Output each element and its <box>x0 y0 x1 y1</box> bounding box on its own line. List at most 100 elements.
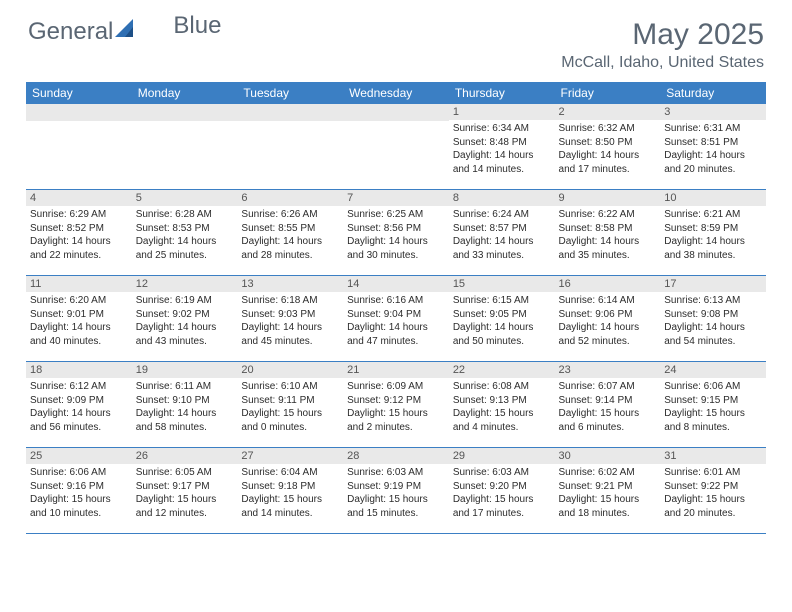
day-number: 25 <box>26 448 132 464</box>
day-number: 26 <box>132 448 238 464</box>
calendar-cell <box>26 104 132 190</box>
day-body: Sunrise: 6:10 AMSunset: 9:11 PMDaylight:… <box>241 380 339 434</box>
calendar-cell: 18 Sunrise: 6:12 AMSunset: 9:09 PMDayligh… <box>26 362 132 448</box>
day-body: Sunrise: 6:18 AMSunset: 9:03 PMDaylight:… <box>241 294 339 348</box>
day-number: 24 <box>660 362 766 378</box>
brand-part2: Blue <box>173 12 221 40</box>
day-body: Sunrise: 6:09 AMSunset: 9:12 PMDaylight:… <box>347 380 445 434</box>
day-body: Sunrise: 6:11 AMSunset: 9:10 PMDaylight:… <box>136 380 234 434</box>
brand-logo: General Blue <box>28 18 221 46</box>
calendar-cell: 25 Sunrise: 6:06 AMSunset: 9:16 PMDayligh… <box>26 448 132 534</box>
brand-sail-icon <box>115 18 139 46</box>
day-number: 13 <box>237 276 343 292</box>
calendar-cell: 30Sunrise: 6:02 AMSunset: 9:21 PMDayligh… <box>555 448 661 534</box>
day-number: 21 <box>343 362 449 378</box>
day-number: 9 <box>555 190 661 206</box>
day-number: 2 <box>555 104 661 120</box>
calendar-cell: 28 Sunrise: 6:03 AMSunset: 9:19 PMDayligh… <box>343 448 449 534</box>
calendar-cell: 22Sunrise: 6:08 AMSunset: 9:13 PMDayligh… <box>449 362 555 448</box>
header: General Blue May 2025 McCall, Idaho, Uni… <box>0 0 792 76</box>
weekday-header: Friday <box>555 82 661 104</box>
day-number: 14 <box>343 276 449 292</box>
calendar-cell: 4 Sunrise: 6:29 AMSunset: 8:52 PMDaylight… <box>26 190 132 276</box>
day-number: 11 <box>26 276 132 292</box>
day-number: 30 <box>555 448 661 464</box>
calendar-table: SundayMondayTuesdayWednesdayThursdayFrid… <box>26 82 766 534</box>
calendar-cell: 16Sunrise: 6:14 AMSunset: 9:06 PMDayligh… <box>555 276 661 362</box>
day-body: Sunrise: 6:01 AMSunset: 9:22 PMDaylight:… <box>664 466 762 520</box>
day-body: Sunrise: 6:12 AMSunset: 9:09 PMDaylight:… <box>30 380 128 434</box>
day-body: Sunrise: 6:22 AMSunset: 8:58 PMDaylight:… <box>559 208 657 262</box>
day-body: Sunrise: 6:15 AMSunset: 9:05 PMDaylight:… <box>453 294 551 348</box>
calendar-cell: 5 Sunrise: 6:28 AMSunset: 8:53 PMDaylight… <box>132 190 238 276</box>
title-block: May 2025 McCall, Idaho, United States <box>561 18 764 72</box>
day-number: 19 <box>132 362 238 378</box>
day-body: Sunrise: 6:21 AMSunset: 8:59 PMDaylight:… <box>664 208 762 262</box>
day-body: Sunrise: 6:05 AMSunset: 9:17 PMDaylight:… <box>136 466 234 520</box>
calendar-cell: 24Sunrise: 6:06 AMSunset: 9:15 PMDayligh… <box>660 362 766 448</box>
day-number: 6 <box>237 190 343 206</box>
day-number: 5 <box>132 190 238 206</box>
day-number: 16 <box>555 276 661 292</box>
calendar-cell: 21 Sunrise: 6:09 AMSunset: 9:12 PMDayligh… <box>343 362 449 448</box>
day-body: Sunrise: 6:20 AMSunset: 9:01 PMDaylight:… <box>30 294 128 348</box>
weekday-header: Thursday <box>449 82 555 104</box>
day-number: 27 <box>237 448 343 464</box>
weekday-header: Wednesday <box>343 82 449 104</box>
weekday-header: Sunday <box>26 82 132 104</box>
calendar-cell <box>343 104 449 190</box>
day-number: 10 <box>660 190 766 206</box>
day-body: Sunrise: 6:28 AMSunset: 8:53 PMDaylight:… <box>136 208 234 262</box>
calendar-cell: 14 Sunrise: 6:16 AMSunset: 9:04 PMDayligh… <box>343 276 449 362</box>
day-body: Sunrise: 6:07 AMSunset: 9:14 PMDaylight:… <box>559 380 657 434</box>
calendar-cell <box>237 104 343 190</box>
day-number: 18 <box>26 362 132 378</box>
weekday-header: Saturday <box>660 82 766 104</box>
day-number: 12 <box>132 276 238 292</box>
day-number: 31 <box>660 448 766 464</box>
calendar-cell: 20Sunrise: 6:10 AMSunset: 9:11 PMDayligh… <box>237 362 343 448</box>
calendar-cell: 6Sunrise: 6:26 AMSunset: 8:55 PMDaylight… <box>237 190 343 276</box>
day-body: Sunrise: 6:03 AMSunset: 9:19 PMDaylight:… <box>347 466 445 520</box>
day-number: 7 <box>343 190 449 206</box>
calendar-cell: 23 Sunrise: 6:07 AMSunset: 9:14 PMDayligh… <box>555 362 661 448</box>
day-number: 23 <box>555 362 661 378</box>
calendar-cell: 3Sunrise: 6:31 AMSunset: 8:51 PMDaylight… <box>660 104 766 190</box>
calendar-cell: 15 Sunrise: 6:15 AMSunset: 9:05 PMDayligh… <box>449 276 555 362</box>
day-body: Sunrise: 6:31 AMSunset: 8:51 PMDaylight:… <box>664 122 762 176</box>
calendar-cell: 7 Sunrise: 6:25 AMSunset: 8:56 PMDaylight… <box>343 190 449 276</box>
day-body: Sunrise: 6:25 AMSunset: 8:56 PMDaylight:… <box>347 208 445 262</box>
brand-part1: General <box>28 18 113 46</box>
day-number: 15 <box>449 276 555 292</box>
calendar-cell: 12 Sunrise: 6:19 AMSunset: 9:02 PMDayligh… <box>132 276 238 362</box>
day-body: Sunrise: 6:08 AMSunset: 9:13 PMDaylight:… <box>453 380 551 434</box>
calendar-cell: 27 Sunrise: 6:04 AMSunset: 9:18 PMDayligh… <box>237 448 343 534</box>
calendar-row: 11 Sunrise: 6:20 AMSunset: 9:01 PMDayligh… <box>26 276 766 362</box>
day-number: 29 <box>449 448 555 464</box>
calendar-cell <box>132 104 238 190</box>
calendar-cell: 17 Sunrise: 6:13 AMSunset: 9:08 PMDayligh… <box>660 276 766 362</box>
calendar-cell: 19 Sunrise: 6:11 AMSunset: 9:10 PMDayligh… <box>132 362 238 448</box>
day-body: Sunrise: 6:16 AMSunset: 9:04 PMDaylight:… <box>347 294 445 348</box>
day-body: Sunrise: 6:29 AMSunset: 8:52 PMDaylight:… <box>30 208 128 262</box>
calendar-head: SundayMondayTuesdayWednesdayThursdayFrid… <box>26 82 766 104</box>
day-body: Sunrise: 6:24 AMSunset: 8:57 PMDaylight:… <box>453 208 551 262</box>
day-number: 8 <box>449 190 555 206</box>
day-body: Sunrise: 6:04 AMSunset: 9:18 PMDaylight:… <box>241 466 339 520</box>
day-body: Sunrise: 6:03 AMSunset: 9:20 PMDaylight:… <box>453 466 551 520</box>
day-body: Sunrise: 6:06 AMSunset: 9:16 PMDaylight:… <box>30 466 128 520</box>
calendar-cell: 9 Sunrise: 6:22 AMSunset: 8:58 PMDaylight… <box>555 190 661 276</box>
day-body: Sunrise: 6:19 AMSunset: 9:02 PMDaylight:… <box>136 294 234 348</box>
day-number: 4 <box>26 190 132 206</box>
calendar-cell: 11 Sunrise: 6:20 AMSunset: 9:01 PMDayligh… <box>26 276 132 362</box>
location: McCall, Idaho, United States <box>561 54 764 72</box>
day-body: Sunrise: 6:13 AMSunset: 9:08 PMDaylight:… <box>664 294 762 348</box>
calendar-cell: 31 Sunrise: 6:01 AMSunset: 9:22 PMDayligh… <box>660 448 766 534</box>
day-number: 17 <box>660 276 766 292</box>
calendar-cell: 1Sunrise: 6:34 AMSunset: 8:48 PMDaylight… <box>449 104 555 190</box>
day-number: 28 <box>343 448 449 464</box>
day-body: Sunrise: 6:32 AMSunset: 8:50 PMDaylight:… <box>559 122 657 176</box>
calendar-row: 18 Sunrise: 6:12 AMSunset: 9:09 PMDayligh… <box>26 362 766 448</box>
calendar-cell: 2 Sunrise: 6:32 AMSunset: 8:50 PMDaylight… <box>555 104 661 190</box>
calendar-cell: 13 Sunrise: 6:18 AMSunset: 9:03 PMDayligh… <box>237 276 343 362</box>
